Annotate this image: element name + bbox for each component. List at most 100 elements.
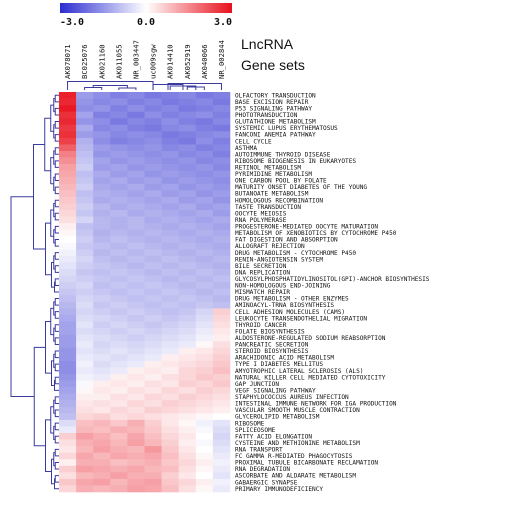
heatmap-cell <box>93 157 111 165</box>
heatmap-cell <box>76 177 94 185</box>
heatmap-cell <box>59 203 77 211</box>
heatmap-cell <box>93 295 111 303</box>
heatmap-cell <box>212 459 231 467</box>
heatmap-cell <box>76 432 94 440</box>
row-dendrogram-link <box>54 448 59 457</box>
heatmap-cell <box>144 262 162 270</box>
heatmap-cell <box>93 183 111 191</box>
heatmap-cell <box>110 426 128 434</box>
heatmap-cell <box>76 236 94 244</box>
row-label: ONE CARBON POOL BY FOLATE <box>235 178 327 185</box>
row-label: PHOTOTRANSDUCTION <box>235 112 298 119</box>
heatmap-cell <box>178 196 197 204</box>
heatmap-cell <box>195 478 214 486</box>
heatmap-cell <box>161 210 179 217</box>
heatmap-cell <box>178 282 197 290</box>
heatmap-cell <box>178 419 197 427</box>
column-label: NR_002844 <box>217 40 226 79</box>
heatmap-cell <box>76 196 94 204</box>
heatmap-cell <box>93 328 111 335</box>
heatmap-cell <box>127 105 145 112</box>
heatmap-cell <box>127 472 145 480</box>
heatmap-cell <box>144 137 162 145</box>
heatmap-cell <box>212 203 231 211</box>
heatmap-cell <box>110 347 128 355</box>
heatmap-cell <box>127 354 145 362</box>
heatmap-cell <box>144 485 162 493</box>
heatmap-cell <box>127 157 145 165</box>
heatmap-cell <box>178 190 197 198</box>
row-label: DRUG METABOLISM - OTHER ENZYMES <box>235 296 349 303</box>
heatmap-cell <box>212 419 231 427</box>
heatmap-cell <box>76 308 94 316</box>
heatmap-cell <box>178 275 197 283</box>
heatmap-cell <box>59 262 77 270</box>
heatmap-cell <box>59 360 77 368</box>
row-label: BUTANOATE METABOLISM <box>235 191 309 198</box>
heatmap-cell <box>76 203 94 211</box>
heatmap-cell <box>93 196 111 204</box>
heatmap-cell <box>93 210 111 217</box>
heatmap-cell <box>93 288 111 296</box>
heatmap-cell <box>76 255 94 263</box>
heatmap-cell <box>161 111 179 119</box>
heatmap-cell <box>110 92 128 99</box>
heatmap-cell <box>110 98 128 106</box>
heatmap-cell <box>212 223 231 231</box>
heatmap-cell <box>144 465 162 473</box>
heatmap-cell <box>178 308 197 316</box>
heatmap-cell <box>93 439 111 447</box>
heatmap-cell <box>127 426 145 434</box>
heatmap-cell <box>59 419 77 427</box>
heatmap-cell <box>144 314 162 322</box>
heatmap-cell <box>195 203 214 211</box>
heatmap-cell <box>93 249 111 257</box>
heatmap-cell <box>178 164 197 171</box>
heatmap-cell <box>110 406 128 414</box>
row-label: ALLOGRAFT REJECTION <box>235 243 305 250</box>
heatmap-cell <box>110 393 128 401</box>
heatmap-cell <box>144 92 162 99</box>
heatmap-cell <box>110 459 128 467</box>
heatmap-cell <box>212 183 231 191</box>
heatmap-cell <box>127 92 145 99</box>
heatmap-cell <box>195 242 214 250</box>
heatmap-cell <box>59 393 77 401</box>
heatmap-cell <box>127 249 145 257</box>
row-label: FANCONI ANEMIA PATHWAY <box>235 132 316 139</box>
heatmap-cell <box>76 229 94 237</box>
heatmap-cell <box>195 98 214 106</box>
heatmap-cell <box>178 223 197 231</box>
heatmap-cell <box>59 98 77 106</box>
heatmap-cell <box>178 393 197 401</box>
heatmap-cell <box>195 347 214 355</box>
column-label: AK014410 <box>166 44 175 79</box>
heatmap-cell <box>76 314 94 322</box>
heatmap-cell <box>195 465 214 473</box>
row-dendrogram-link <box>54 376 59 385</box>
heatmap-cell <box>110 321 128 329</box>
heatmap-cell <box>93 419 111 427</box>
heatmap-cell <box>127 288 145 296</box>
heatmap-cell <box>178 446 197 453</box>
heatmap-cell <box>144 341 162 349</box>
heatmap-cell <box>161 301 179 309</box>
heatmap-cell <box>127 367 145 375</box>
heatmap-cell <box>178 380 197 388</box>
heatmap-cell <box>59 242 77 250</box>
heatmap-cell <box>59 157 77 165</box>
heatmap-cell <box>59 164 77 171</box>
heatmap-cell <box>144 373 162 381</box>
row-dendrogram-link <box>54 409 59 418</box>
heatmap-cell <box>144 269 162 276</box>
heatmap-cell <box>93 373 111 381</box>
heatmap-cell <box>144 124 162 132</box>
heatmap-cell <box>144 131 162 139</box>
heatmap-cell <box>212 334 231 342</box>
heatmap-cell <box>76 118 94 126</box>
heatmap-cell <box>195 196 214 204</box>
heatmap-cell <box>93 426 111 434</box>
heatmap-cell <box>93 144 111 152</box>
heatmap-cell <box>195 177 214 185</box>
heatmap-cell <box>161 105 179 112</box>
